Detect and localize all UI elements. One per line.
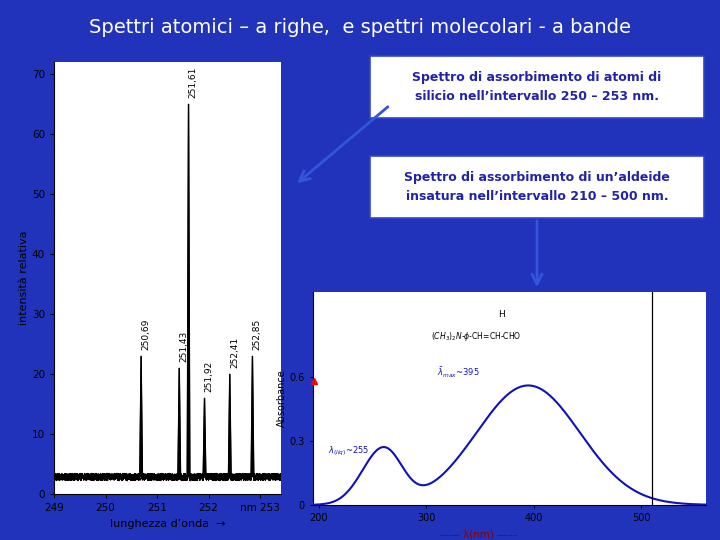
Polygon shape [138, 356, 144, 476]
Text: $(CH_3)_2N$-$\phi$-CH=CH-CHO: $(CH_3)_2N$-$\phi$-CH=CH-CHO [431, 329, 522, 342]
Polygon shape [186, 104, 191, 476]
Polygon shape [228, 374, 233, 476]
X-axis label: lunghezza d’onda  →: lunghezza d’onda → [109, 519, 225, 529]
Text: Spettro di assorbimento di un’aldeide
insatura nell’intervallo 210 – 500 nm.: Spettro di assorbimento di un’aldeide in… [404, 171, 670, 203]
Polygon shape [176, 368, 182, 476]
Text: $\bar{\lambda}_{max}$~395: $\bar{\lambda}_{max}$~395 [437, 366, 480, 380]
FancyBboxPatch shape [370, 156, 704, 218]
Text: Spettri atomici – a righe,  e spettri molecolari - a bande: Spettri atomici – a righe, e spettri mol… [89, 18, 631, 37]
Text: 251,43: 251,43 [179, 331, 189, 362]
Text: Spettro di assorbimento di atomi di
silicio nell’intervallo 250 – 253 nm.: Spettro di assorbimento di atomi di sili… [413, 71, 662, 103]
FancyBboxPatch shape [370, 56, 704, 118]
Text: 250,69: 250,69 [141, 319, 150, 350]
Text: 252,41: 252,41 [230, 337, 239, 368]
Text: 251,92: 251,92 [204, 361, 214, 392]
Text: H: H [498, 310, 505, 319]
Polygon shape [202, 398, 207, 476]
Y-axis label: Absorbance: Absorbance [276, 369, 287, 427]
Text: 252,85: 252,85 [253, 319, 261, 350]
Text: $\lambda_{(liq)}$~255: $\lambda_{(liq)}$~255 [328, 445, 369, 458]
Text: —— λ(nm) ——: —— λ(nm) —— [438, 529, 518, 539]
Text: 251,61: 251,61 [189, 67, 198, 98]
Y-axis label: intensità relativa: intensità relativa [19, 231, 29, 325]
Polygon shape [250, 356, 255, 476]
